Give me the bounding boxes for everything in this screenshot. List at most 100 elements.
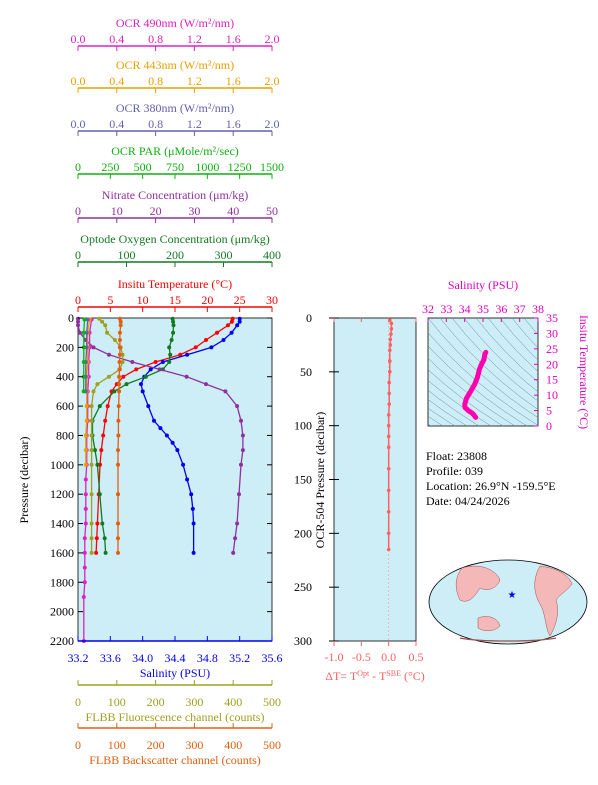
dt-pressure-tick-label: 100 xyxy=(294,419,312,433)
pressure-tick-label: 1000 xyxy=(50,458,74,472)
ocr490-tick-label: 1.2 xyxy=(187,32,202,46)
bb-data-point xyxy=(117,360,122,364)
oxygen-data-point xyxy=(143,374,148,379)
main-pressure-axis: 0 200 400 600 800 1000 1200 1400 1600 1800 2000 220… xyxy=(50,311,272,648)
bb-data-point xyxy=(116,404,121,409)
ts-contour-line xyxy=(428,318,538,419)
par-tick-label: 250 xyxy=(101,160,119,174)
ocr490-axis-title: OCR 490nm (W/m²/nm) xyxy=(116,16,234,30)
main-profile-lines xyxy=(76,316,245,643)
temp-tick-label: 25 xyxy=(234,293,246,307)
temp-data-point xyxy=(215,330,219,335)
top-axes: 0.0 0.4 0.8 1.2 1.6 2.0 OCR 490nm (W/m²/nm) 0.0… xyxy=(71,16,284,312)
main-plot-background xyxy=(77,317,273,642)
fl-tick-label: 400 xyxy=(224,695,242,709)
bb-tick-label: 300 xyxy=(185,738,203,752)
ocr443-data-point xyxy=(84,418,89,423)
ocr380-tick-label: 2.0 xyxy=(265,117,280,131)
par-data-point xyxy=(82,317,87,322)
ts-contour-line xyxy=(475,318,538,383)
ts-contour-line xyxy=(439,318,538,410)
ts-temperature-tick-label: 30 xyxy=(546,326,558,340)
bb-data-point xyxy=(117,367,122,372)
oxygen-data-point xyxy=(93,448,97,453)
nitrate-data-point xyxy=(237,492,241,497)
ocr490-data-point xyxy=(81,595,86,599)
bb-data-point xyxy=(116,448,120,453)
fl-data-point xyxy=(120,360,125,364)
temp-tick-label: 15 xyxy=(169,293,181,307)
dt-data-point xyxy=(386,413,391,417)
temp-data-point xyxy=(94,550,99,555)
ocr443-data-point xyxy=(84,404,89,409)
dt-x-tick-label: -0.5 xyxy=(352,650,371,664)
ts-salinity-axis-label: Salinity (PSU) xyxy=(448,278,518,292)
dt-data-point xyxy=(386,434,391,439)
bb-tick-label: 400 xyxy=(224,738,242,752)
pressure-tick-label: 1600 xyxy=(50,546,74,560)
bb-axis-title: FLBB Backscatter channel (counts) xyxy=(89,753,261,767)
temp-data-point xyxy=(230,316,235,321)
oxygen-data-point xyxy=(103,550,108,555)
pressure-tick-label: 2200 xyxy=(50,634,74,648)
oxygen-data-point xyxy=(97,404,102,409)
ocr380-tick-label: 1.6 xyxy=(226,117,241,131)
oxygen-axis-title: Optode Oxygen Concentration (μm/kg) xyxy=(80,232,269,246)
pressure-tick-label: 1800 xyxy=(50,575,74,589)
salinity-data-point xyxy=(139,382,143,387)
bb-data-point xyxy=(116,492,120,497)
ocr380-tick-label: 1.2 xyxy=(187,117,202,131)
pressure-tick-label: 200 xyxy=(56,340,74,354)
ts-temperature-tick-label: 20 xyxy=(546,357,558,371)
nitrate-data-point xyxy=(76,323,80,328)
nitrate-data-point xyxy=(235,521,240,526)
nitrate-tick-label: 10 xyxy=(111,204,123,218)
bb-tick-label: 0 xyxy=(75,738,81,752)
oxygen-data-point xyxy=(95,462,100,467)
bb-data-point xyxy=(118,323,123,328)
dt-data-point xyxy=(388,348,392,353)
oxygen-data-point xyxy=(171,323,176,328)
nitrate-data-point xyxy=(77,330,82,335)
bb-tick-label: 500 xyxy=(263,738,281,752)
dt-data-point xyxy=(387,380,392,385)
ts-temperature-tick-label: 5 xyxy=(546,404,552,418)
dt-data-point xyxy=(388,318,392,323)
ocr490-tick-label: 2.0 xyxy=(265,32,280,46)
ocr490-data-point xyxy=(82,580,87,585)
fl-data-point xyxy=(97,316,102,321)
salinity-data-point xyxy=(185,352,190,357)
date: Date: 04/24/2026 xyxy=(426,494,510,508)
dt-data-point xyxy=(386,531,391,536)
nitrate-data-point xyxy=(239,462,243,467)
salinity-data-point xyxy=(185,477,190,482)
ocr490-tick-label: 1.6 xyxy=(226,32,241,46)
bb-data-point xyxy=(117,389,122,394)
salinity-data-point xyxy=(237,319,242,324)
ts-salinity-tick-label: 38 xyxy=(532,302,544,316)
ts-contour-line xyxy=(428,389,480,426)
temp-tick-label: 30 xyxy=(266,293,278,307)
fl-data-point xyxy=(105,330,110,335)
dt-axis-label: ΔT= TOpt - TSBE (°C) xyxy=(325,669,425,683)
nitrate-data-point xyxy=(223,389,228,394)
pressure-tick-label: 2000 xyxy=(50,605,74,619)
ocr380-tick-label: 0.4 xyxy=(109,117,124,131)
fl-tick-label: 100 xyxy=(108,695,126,709)
ocr490-data-point xyxy=(83,477,88,482)
fl-data-point xyxy=(89,492,94,497)
fl-data-point xyxy=(95,382,100,387)
temp-tick-label: 5 xyxy=(107,293,113,307)
ocr380-data-point xyxy=(84,345,89,350)
bb-data-point xyxy=(118,319,123,324)
ts-contour-line xyxy=(523,318,538,336)
ocr380-axis-title: OCR 380nm (W/m²/nm) xyxy=(116,101,234,115)
temp-tick-label: 20 xyxy=(201,293,213,307)
bb-data-point xyxy=(117,352,122,357)
bb-data-point xyxy=(117,374,122,379)
float-info: Float: 23808 Profile: 039 Location: 26.9… xyxy=(426,449,556,508)
nitrate-data-point xyxy=(184,374,189,379)
oxygen-tick-label: 200 xyxy=(166,248,184,262)
ts-contour-line xyxy=(428,345,528,426)
dt-data-point xyxy=(388,370,392,374)
